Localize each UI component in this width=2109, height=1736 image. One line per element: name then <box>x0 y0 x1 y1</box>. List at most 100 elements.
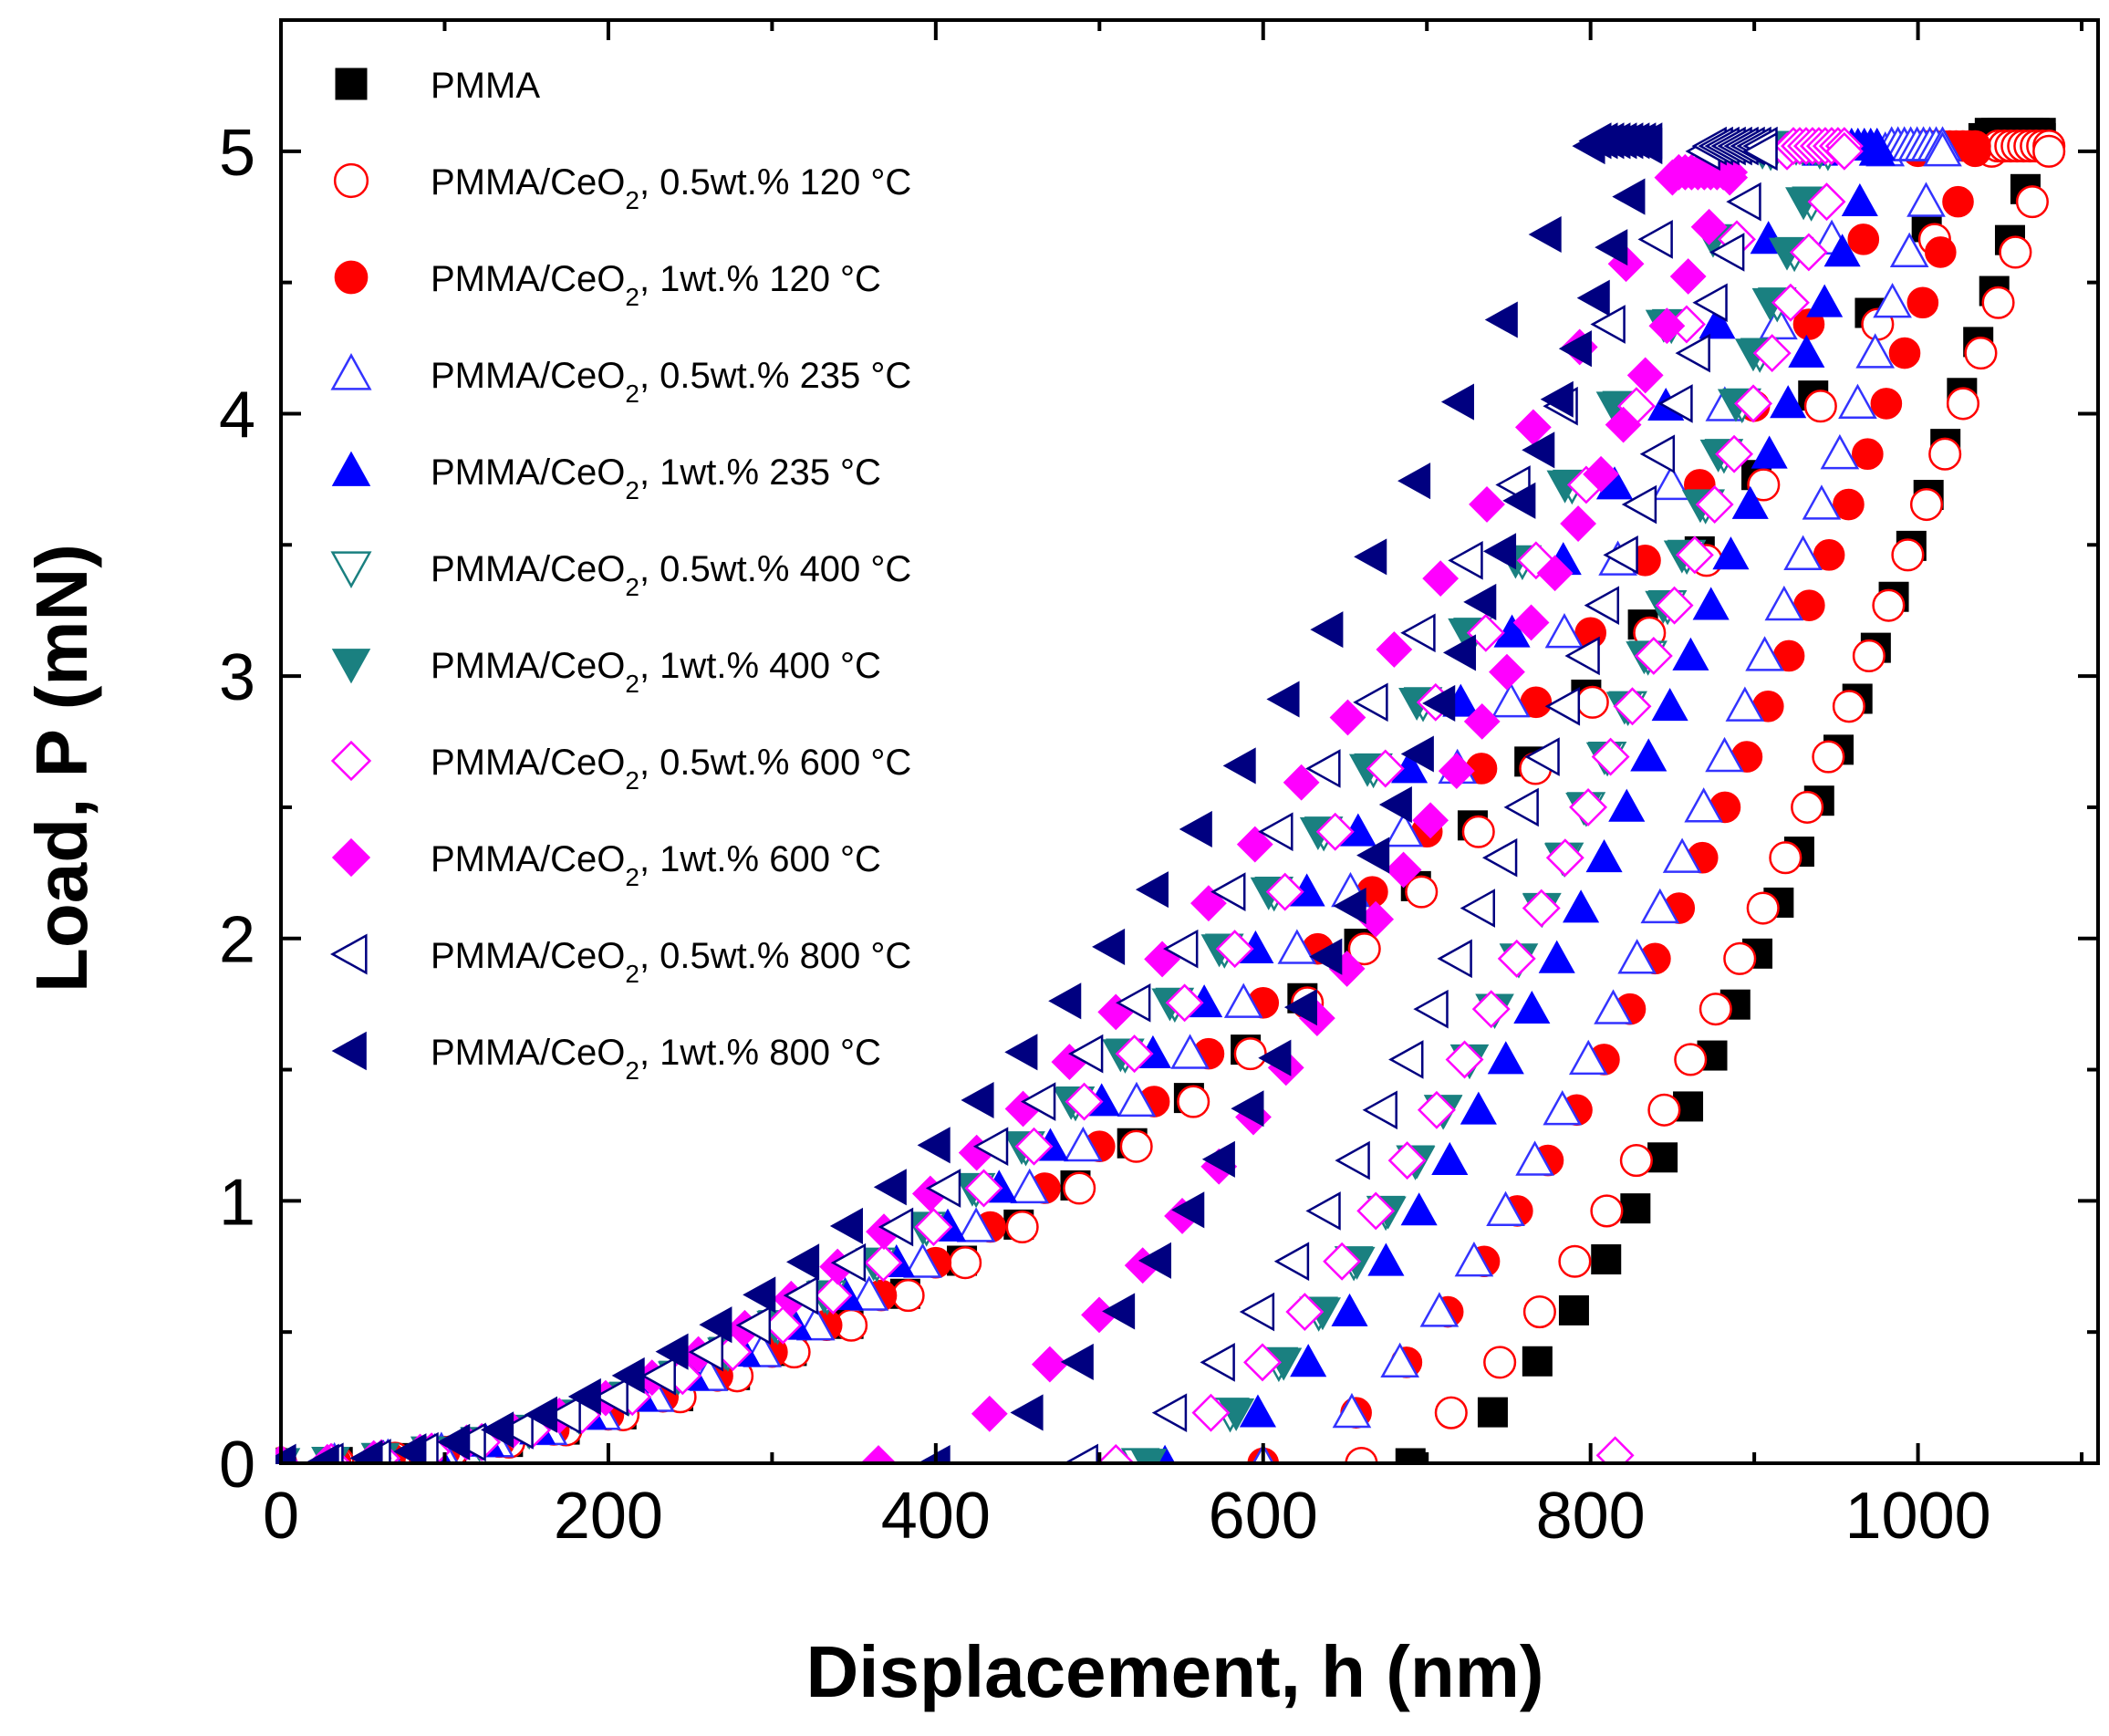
data-point <box>1889 232 1929 268</box>
data-point <box>1151 1393 1188 1433</box>
x-tick-label: 0 <box>263 1480 299 1553</box>
legend-label-suffix: , 0.5wt.% 235 °C <box>639 356 911 396</box>
legend-label: PMMA/CeO2, 1wt.% 400 °C <box>431 646 881 698</box>
data-point <box>1684 787 1723 823</box>
data-point <box>1285 1293 1325 1332</box>
y-tick-label: 4 <box>219 379 255 452</box>
legend-label-suffix: , 1wt.% 600 °C <box>639 839 881 879</box>
data-point <box>1522 1295 1556 1329</box>
legend-label: PMMA/CeO2, 0.5wt.% 400 °C <box>431 549 911 601</box>
data-point <box>849 1275 889 1311</box>
data-point <box>1201 1140 1235 1178</box>
legend-label-subscript: 2 <box>625 1056 639 1085</box>
legend-marker <box>335 68 368 100</box>
data-point <box>1502 482 1536 519</box>
data-point <box>1545 838 1584 878</box>
data-point <box>1536 555 1574 592</box>
data-point <box>1540 380 1574 418</box>
y-tick-label: 3 <box>219 641 255 714</box>
data-point <box>1564 636 1600 676</box>
data-point <box>1608 788 1646 822</box>
legend-label: PMMA/CeO2, 1wt.% 120 °C <box>431 259 881 311</box>
data-point <box>1323 1242 1362 1281</box>
data-point <box>1711 159 1749 196</box>
data-point <box>1020 1082 1056 1121</box>
data-point <box>1651 688 1688 722</box>
data-point <box>1838 383 1877 420</box>
data-point <box>829 1207 863 1245</box>
legend-label-subscript: 2 <box>625 960 639 988</box>
data-point <box>1335 1140 1370 1180</box>
data-point <box>1469 486 1505 523</box>
data-point <box>1413 989 1449 1029</box>
data-point <box>1331 1293 1368 1326</box>
data-point <box>1558 1244 1592 1278</box>
data-point <box>1266 681 1300 718</box>
legend-label-subscript: 2 <box>625 379 639 408</box>
data-point <box>1277 929 1317 964</box>
data-point <box>349 1440 383 1464</box>
x-axis-title: Displacement, h (nm) <box>805 1631 1543 1712</box>
data-point <box>903 1242 942 1278</box>
series-1 <box>275 130 2066 1464</box>
y-tick-label: 5 <box>219 117 255 190</box>
legend-label: PMMA/CeO2, 1wt.% 800 °C <box>431 1033 881 1085</box>
data-marks <box>275 118 2066 1464</box>
data-point <box>1092 928 1126 965</box>
data-point <box>1725 686 1765 722</box>
data-point <box>1231 1090 1264 1128</box>
data-point <box>1629 128 1663 165</box>
data-point <box>1004 1034 1038 1071</box>
legend-label-main: PMMA/CeO <box>431 259 625 299</box>
x-tick-label: 200 <box>554 1480 663 1553</box>
legend-item: PMMA/CeO2, 1wt.% 600 °C <box>331 837 881 891</box>
x-tick-label: 800 <box>1536 1480 1646 1553</box>
data-point <box>524 1396 557 1433</box>
data-point <box>1512 604 1550 641</box>
data-point <box>1385 851 1422 889</box>
data-point <box>1215 930 1254 969</box>
data-point <box>1626 357 1664 394</box>
data-point <box>481 1411 514 1449</box>
data-point <box>1223 982 1263 1018</box>
legend-label: PMMA/CeO2, 1wt.% 600 °C <box>431 839 881 891</box>
data-point <box>1528 215 1562 254</box>
data-point <box>1482 533 1517 570</box>
legend-label: PMMA <box>431 66 540 106</box>
data-point <box>1544 686 1581 726</box>
data-point <box>1942 185 1974 218</box>
data-point <box>688 1332 723 1372</box>
data-point <box>1560 505 1596 542</box>
data-point <box>1305 1191 1341 1231</box>
data-point <box>655 1333 689 1370</box>
legend-item: PMMA/CeO2, 0.5wt.% 600 °C <box>330 740 911 795</box>
data-point <box>1964 337 1998 370</box>
data-point <box>1751 435 1788 469</box>
data-point <box>1130 1449 1168 1464</box>
data-point <box>1283 989 1317 1026</box>
data-point <box>1651 464 1691 501</box>
data-point <box>1731 485 1769 519</box>
data-point <box>1005 1210 1039 1244</box>
legend-label-subscript: 2 <box>625 476 639 504</box>
data-point <box>1460 1091 1497 1125</box>
axes-frame <box>279 18 2100 1465</box>
data-point <box>1332 1392 1372 1429</box>
legend-label: PMMA/CeO2, 1wt.% 235 °C <box>431 452 881 504</box>
data-point <box>1380 1342 1419 1377</box>
data-point <box>1594 989 1633 1024</box>
data-point <box>1466 613 1505 652</box>
series-5 <box>275 130 1848 1464</box>
data-point <box>1576 279 1610 317</box>
legend-item: PMMA/CeO2, 1wt.% 400 °C <box>331 646 881 698</box>
data-point <box>1356 1191 1396 1231</box>
data-point <box>743 1276 776 1314</box>
data-point <box>917 1127 951 1164</box>
data-point <box>1807 182 1846 222</box>
data-point <box>1699 306 1736 339</box>
data-point <box>498 1410 534 1450</box>
data-point <box>949 1246 982 1280</box>
data-point <box>735 1305 772 1346</box>
data-point <box>1442 634 1477 671</box>
